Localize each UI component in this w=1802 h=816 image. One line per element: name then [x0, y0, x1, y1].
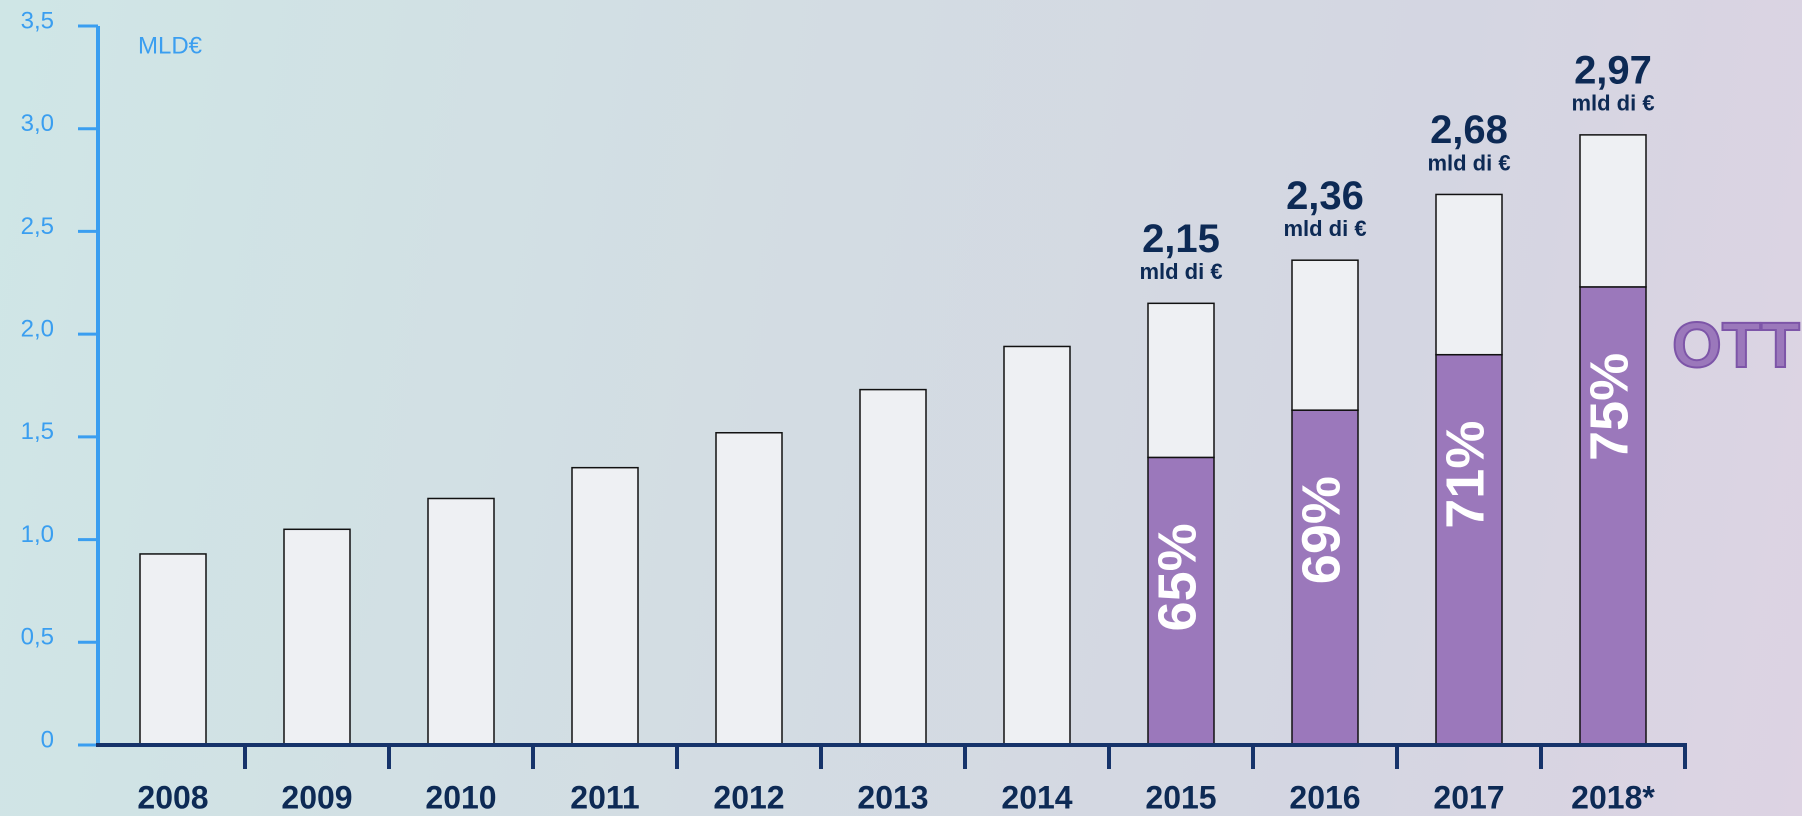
bar-segment: [139, 553, 207, 746]
x-tick-label: 2010: [425, 779, 496, 815]
y-tick-label: 2,5: [21, 213, 54, 240]
x-tick-label: 2016: [1289, 779, 1360, 815]
bar-segment: [1579, 134, 1647, 288]
bar-value-label: 65%: [1147, 523, 1207, 631]
legend-label: OTT: [1672, 309, 1800, 381]
total-unit: mld di €: [1283, 216, 1366, 241]
total-unit: mld di €: [1427, 150, 1510, 175]
bar-segment: [1147, 302, 1215, 459]
total-label: 2,68: [1430, 108, 1508, 152]
bar-segment: [427, 497, 495, 746]
x-tick-label: 2009: [281, 779, 352, 815]
y-tick-label: 2,0: [21, 315, 54, 342]
bar-value-label: 75%: [1579, 353, 1639, 461]
total-label: 2,36: [1286, 174, 1364, 218]
bar-value-label: 69%: [1291, 476, 1351, 584]
x-tick-label: 2008: [137, 779, 208, 815]
x-tick-label: 2012: [713, 779, 784, 815]
y-tick-label: 0: [41, 726, 54, 753]
bar-segment: [859, 388, 927, 746]
total-label: 2,97: [1574, 48, 1652, 92]
x-tick-label: 2017: [1433, 779, 1504, 815]
bar-segment: [1291, 259, 1359, 411]
bar-value-label: 71%: [1435, 421, 1495, 529]
bar-segment: [1435, 193, 1503, 356]
x-tick-label: 2018*: [1571, 779, 1655, 815]
y-tick-label: 0,5: [21, 624, 54, 651]
unit-label: MLD€: [138, 32, 203, 59]
total-label: 2,15: [1142, 217, 1220, 261]
bar-segment: [571, 466, 639, 746]
x-tick-label: 2013: [857, 779, 928, 815]
y-tick-label: 1,5: [21, 418, 54, 445]
total-unit: mld di €: [1139, 259, 1222, 284]
total-unit: mld di €: [1571, 91, 1654, 116]
x-tick-label: 2011: [570, 779, 639, 815]
y-tick-label: 3,0: [21, 110, 54, 137]
x-tick-label: 2015: [1145, 779, 1216, 815]
bar-segment: [715, 431, 783, 746]
y-tick-label: 1,0: [21, 521, 54, 548]
bar-segment: [283, 528, 351, 746]
bar-segment: [1003, 345, 1071, 746]
bar-segment: [1147, 456, 1215, 746]
bar-segment: [1435, 353, 1503, 746]
x-tick-label: 2014: [1001, 779, 1072, 815]
y-tick-label: 3,5: [21, 7, 54, 34]
